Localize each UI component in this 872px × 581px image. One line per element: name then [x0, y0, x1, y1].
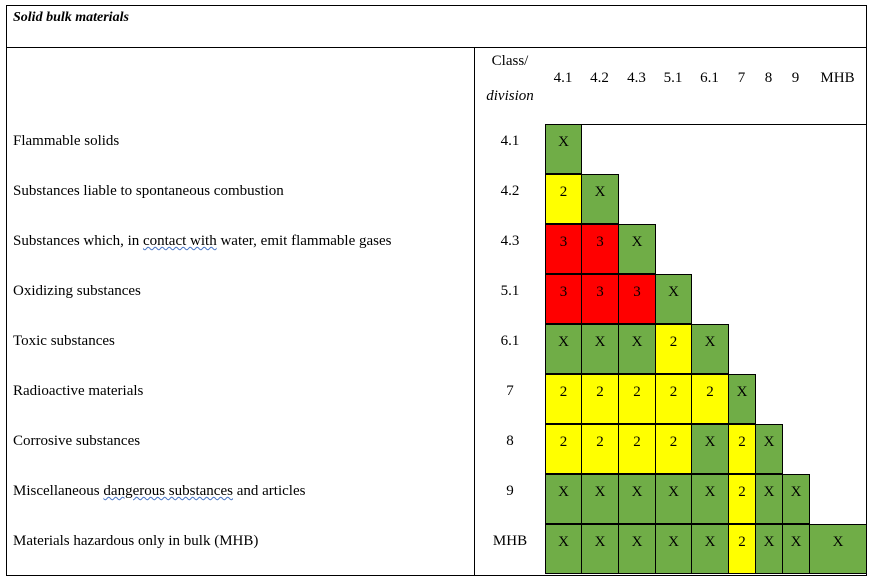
- division-header: division: [486, 88, 534, 104]
- row-label: Toxic substances: [13, 333, 115, 349]
- class-header: Class/: [491, 53, 529, 69]
- row-label: Materials hazardous only in bulk (MHB): [13, 533, 259, 549]
- row-class: 8: [506, 433, 514, 449]
- column-header: 4.1: [553, 70, 573, 86]
- row-label: Radioactive materials: [13, 383, 144, 399]
- row-class: 6.1: [500, 333, 520, 349]
- column-header: 4.3: [627, 70, 646, 86]
- label-text: Miscellaneous: [13, 483, 104, 499]
- matrix-cell: X: [655, 524, 692, 574]
- matrix-cell: X: [618, 524, 656, 574]
- matrix-cell: X: [655, 474, 692, 524]
- column-header: 7: [737, 70, 746, 86]
- matrix-cell: X: [809, 524, 867, 574]
- column-header: 6.1: [700, 70, 719, 86]
- matrix-cell: X: [618, 224, 656, 274]
- matrix-cell: X: [655, 274, 692, 324]
- matrix-cell: X: [581, 174, 619, 224]
- matrix-cell: 2: [728, 424, 756, 474]
- matrix-cell: 2: [691, 374, 729, 424]
- matrix-cell: 3: [581, 224, 619, 274]
- matrix-cell: 3: [581, 274, 619, 324]
- row-class: 5.1: [500, 283, 520, 299]
- row-class: 7: [506, 383, 514, 399]
- matrix-cell: 2: [581, 374, 619, 424]
- label-text: water, emit flammable gases: [216, 233, 392, 249]
- matrix-cell: 2: [655, 324, 692, 374]
- column-header: MHB: [820, 70, 855, 86]
- matrix-cell: 2: [728, 474, 756, 524]
- matrix-cell: 3: [545, 274, 582, 324]
- matrix-cell: X: [755, 524, 783, 574]
- divider: [6, 47, 866, 48]
- matrix-cell: X: [581, 524, 619, 574]
- matrix-cell: 2: [655, 374, 692, 424]
- label-text: and articles: [232, 483, 306, 499]
- table-border: [6, 5, 867, 576]
- label-text: Substances which, in: [13, 233, 143, 249]
- matrix-cell: 3: [618, 274, 656, 324]
- row-label: Corrosive substances: [13, 433, 141, 449]
- matrix-cell: 2: [618, 374, 656, 424]
- matrix-cell: 2: [618, 424, 656, 474]
- matrix-cell: X: [545, 474, 582, 524]
- matrix-cell: X: [618, 324, 656, 374]
- row-label: Oxidizing substances: [13, 283, 141, 299]
- matrix-cell: X: [691, 524, 729, 574]
- row-label: Flammable solids: [13, 133, 120, 149]
- matrix-cell: X: [545, 524, 582, 574]
- matrix-cell: 3: [545, 224, 582, 274]
- column-header: 8: [764, 70, 773, 86]
- row-class: 4.2: [500, 183, 520, 199]
- matrix-cell: X: [691, 474, 729, 524]
- column-header: 5.1: [663, 70, 683, 86]
- matrix-cell: 2: [728, 524, 756, 574]
- column-header: 4.2: [590, 70, 609, 86]
- row-class: 9: [506, 483, 514, 499]
- matrix-cell: X: [782, 474, 810, 524]
- matrix-cell: X: [691, 324, 729, 374]
- spellcheck-underlined-text: dangerous substances: [103, 483, 233, 499]
- matrix-cell: X: [755, 474, 783, 524]
- spellcheck-underlined-text: contact with: [142, 233, 217, 249]
- matrix-cell: X: [545, 324, 582, 374]
- matrix-cell: X: [581, 474, 619, 524]
- row-class: MHB: [492, 533, 528, 549]
- matrix-cell: 2: [655, 424, 692, 474]
- table-title: Solid bulk materials: [13, 10, 129, 25]
- matrix-cell: X: [755, 424, 783, 474]
- matrix-cell: 2: [545, 424, 582, 474]
- row-class: 4.3: [500, 233, 520, 249]
- divider: [474, 47, 475, 575]
- row-label: Substances which, in contact with water,…: [13, 216, 391, 266]
- matrix-cell: X: [581, 324, 619, 374]
- matrix-cell: 2: [545, 174, 582, 224]
- row-label: Substances liable to spontaneous combust…: [13, 183, 284, 199]
- row-class: 4.1: [500, 133, 520, 149]
- column-header: 9: [791, 70, 800, 86]
- matrix-cell: X: [545, 124, 582, 174]
- matrix-cell: X: [782, 524, 810, 574]
- matrix-cell: X: [691, 424, 729, 474]
- matrix-cell: X: [618, 474, 656, 524]
- matrix-cell: 2: [581, 424, 619, 474]
- matrix-cell: 2: [545, 374, 582, 424]
- row-label: Miscellaneous dangerous substances and a…: [13, 466, 305, 516]
- divider: [545, 124, 866, 125]
- matrix-cell: X: [728, 374, 756, 424]
